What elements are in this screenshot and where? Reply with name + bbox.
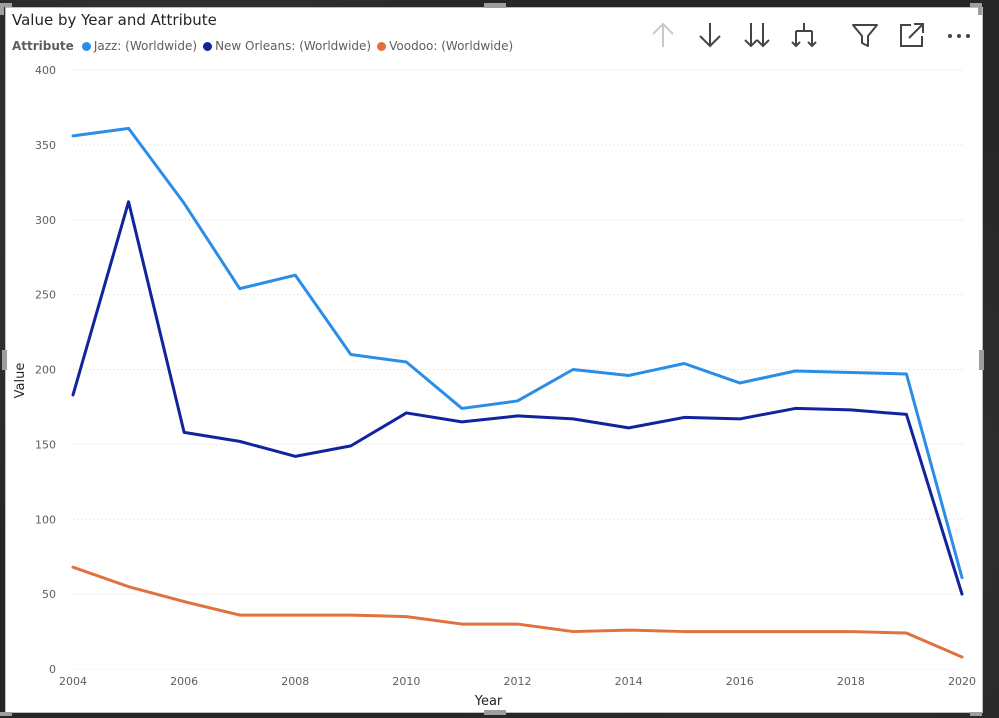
focus-mode-icon	[900, 23, 924, 47]
resize-handle-top-left-v[interactable]	[0, 3, 4, 15]
series-line-voodoo	[71, 565, 964, 659]
visual-title: Value by Year and Attribute	[12, 11, 217, 29]
y-tick-label: 50	[42, 588, 56, 601]
x-tick-label: 2004	[59, 675, 87, 688]
filter-icon	[852, 24, 878, 47]
legend-item-jazz[interactable]: Jazz: (Worldwide)	[81, 39, 198, 53]
drill-down-button[interactable]	[693, 18, 727, 52]
resize-handle-top-right-v[interactable]	[978, 3, 982, 15]
x-tick-label: 2008	[281, 675, 309, 688]
series-line-new-orleans	[71, 200, 964, 596]
double-arrow-down-icon	[744, 23, 770, 48]
legend-dot-voodoo	[377, 41, 387, 51]
drill-up-button[interactable]	[646, 18, 680, 52]
resize-handle-bottom-right[interactable]	[970, 712, 982, 716]
legend-item-new-orleans[interactable]: New Orleans: (Worldwide)	[203, 39, 371, 53]
y-tick-label: 250	[35, 289, 56, 302]
resize-handle-top-left[interactable]	[0, 3, 12, 7]
resize-handle-right[interactable]	[979, 350, 984, 370]
x-tick-label: 2006	[170, 675, 198, 688]
legend-dot-new-orleans	[203, 41, 213, 51]
legend-label-voodoo: Voodoo: (Worldwide)	[389, 39, 514, 53]
legend-item-voodoo[interactable]: Voodoo: (Worldwide)	[377, 39, 513, 53]
y-tick-label: 350	[35, 139, 56, 152]
more-options-button[interactable]	[942, 18, 976, 52]
series-line-jazz	[71, 126, 964, 580]
legend-title: Attribute	[12, 39, 74, 53]
x-axis-title: Year	[474, 694, 503, 709]
legend: Attribute Jazz: (Worldwide) New Orleans:…	[12, 39, 513, 53]
visual-header-toolbar	[646, 18, 989, 52]
arrow-down-icon	[699, 23, 721, 48]
y-tick-label: 100	[35, 513, 56, 526]
arrow-up-icon	[652, 22, 674, 47]
x-tick-label: 2018	[837, 675, 865, 688]
legend-dot-jazz	[81, 41, 91, 51]
y-tick-label: 150	[35, 438, 56, 451]
expand-next-level-button[interactable]	[787, 18, 821, 52]
y-tick-label: 0	[49, 663, 56, 676]
chart-plot-area: 0 50 100 150 200 250 300 350 400 2004 2006 2008 2010…	[13, 64, 976, 709]
filter-button[interactable]	[848, 18, 882, 52]
resize-handle-top-right[interactable]	[970, 3, 982, 7]
expand-hierarchy-icon	[791, 23, 817, 48]
line-chart-visual[interactable]: Value by Year and Attribute Attribute Ja…	[6, 8, 982, 712]
resize-handle-top[interactable]	[484, 3, 506, 8]
x-tick-label: 2010	[392, 675, 420, 688]
more-options-icon	[948, 34, 970, 38]
x-tick-label: 2012	[504, 675, 532, 688]
resize-handle-bottom[interactable]	[484, 710, 506, 715]
y-tick-label: 200	[35, 364, 56, 377]
legend-label-jazz: Jazz: (Worldwide)	[93, 39, 198, 53]
y-tick-label: 400	[35, 64, 56, 77]
x-tick-label: 2020	[948, 675, 976, 688]
resize-handle-left[interactable]	[2, 350, 7, 370]
go-to-next-level-button[interactable]	[740, 18, 774, 52]
resize-handle-bottom-left[interactable]	[0, 712, 12, 716]
legend-label-new-orleans: New Orleans: (Worldwide)	[215, 39, 372, 53]
y-axis-title: Value	[13, 363, 28, 399]
y-tick-label: 300	[35, 214, 56, 227]
focus-mode-button[interactable]	[895, 18, 929, 52]
x-tick-label: 2014	[615, 675, 643, 688]
x-tick-label: 2016	[726, 675, 754, 688]
